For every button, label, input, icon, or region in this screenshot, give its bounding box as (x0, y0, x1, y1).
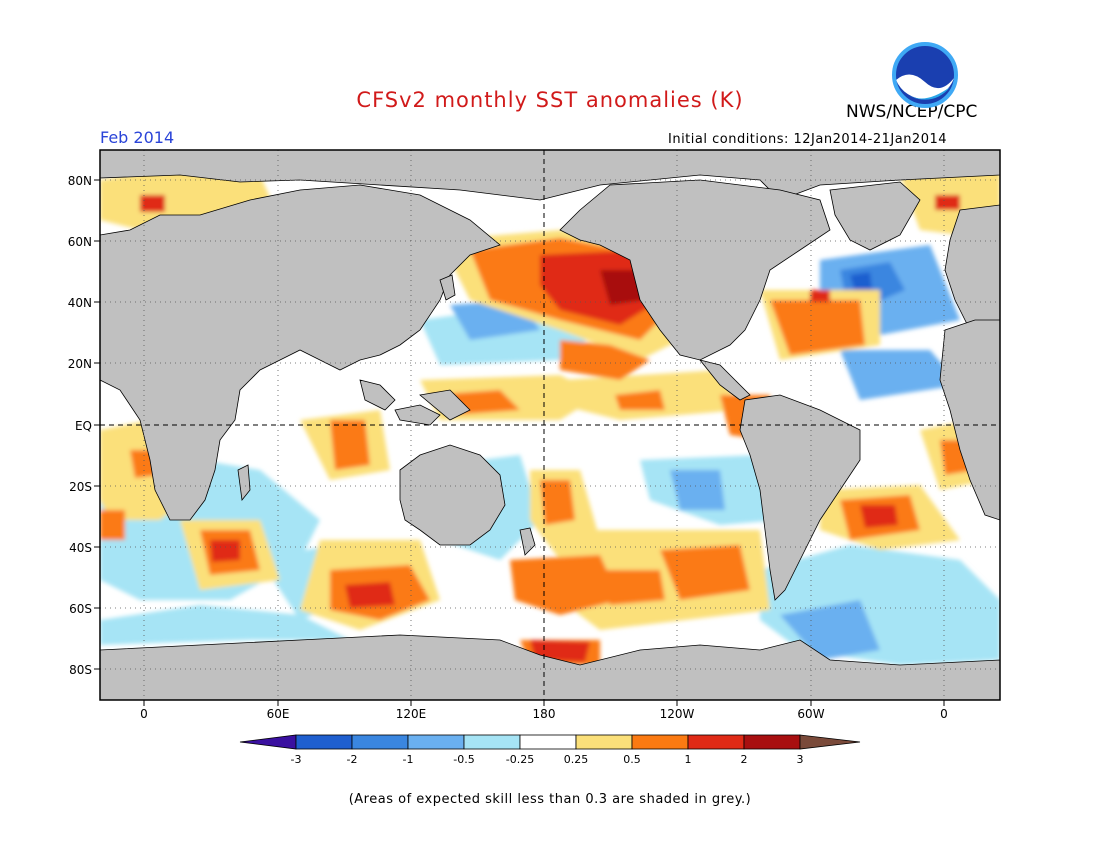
colorbar-segment-9 (743, 734, 801, 750)
lon-label-0-right: 0 (940, 707, 948, 721)
initial-conditions-label: Initial conditions: 12Jan2014-21Jan2014 (668, 132, 948, 147)
lon-label-0: 0 (140, 707, 148, 721)
lat-label-eq: EQ (75, 419, 92, 433)
lat-label-60s: 60S (69, 602, 92, 616)
noaa-logo (892, 42, 958, 108)
colorbar (239, 734, 861, 750)
lon-label-60w: 60W (797, 707, 824, 721)
colorbar-tick-label: 3 (797, 753, 804, 766)
colorbar-segment-1 (295, 734, 353, 750)
colorbar-tick-label: -2 (347, 753, 358, 766)
lat-label-20n: 20N (68, 357, 92, 371)
lat-label-60n: 60N (68, 235, 92, 249)
skill-footnote: (Areas of expected skill less than 0.3 a… (348, 792, 752, 807)
colorbar-segment-3 (407, 734, 465, 750)
land-masses (100, 150, 1000, 700)
colorbar-segment-10 (799, 734, 861, 750)
colorbar-tick-label: -0.5 (453, 753, 474, 766)
colorbar-segment-8 (687, 734, 745, 750)
colorbar-tick-label: -3 (291, 753, 302, 766)
lon-label-120e: 120E (396, 707, 427, 721)
lon-label-60e: 60E (267, 707, 290, 721)
colorbar-tick-label: -0.25 (506, 753, 534, 766)
axis-ticks (94, 179, 945, 706)
lat-label-40s: 40S (69, 541, 92, 555)
lon-label-180: 180 (533, 707, 556, 721)
forecast-month: Feb 2014 (100, 128, 175, 147)
chart-title: CFSv2 monthly SST anomalies (K) (356, 88, 744, 112)
lon-label-120w: 120W (660, 707, 695, 721)
colorbar-tick-label: 2 (741, 753, 748, 766)
colorbar-segment-6 (575, 734, 633, 750)
colorbar-segment-4 (463, 734, 521, 750)
anomaly-field (100, 170, 1000, 665)
colorbar-tick-label: 0.25 (564, 753, 589, 766)
colorbar-segment-5 (519, 734, 577, 750)
colorbar-tick-label: 1 (685, 753, 692, 766)
equator-dateline (100, 150, 1000, 700)
lat-label-20s: 20S (69, 480, 92, 494)
organization-label: NWS/NCEP/CPC (846, 102, 978, 122)
colorbar-segment-0 (239, 734, 297, 750)
lat-label-40n: 40N (68, 296, 92, 310)
lat-label-80s: 80S (69, 663, 92, 677)
lat-label-80n: 80N (68, 174, 92, 188)
colorbar-tick-label: -1 (403, 753, 414, 766)
colorbar-tick-label: 0.5 (623, 753, 641, 766)
colorbar-segment-2 (351, 734, 409, 750)
colorbar-segment-7 (631, 734, 689, 750)
